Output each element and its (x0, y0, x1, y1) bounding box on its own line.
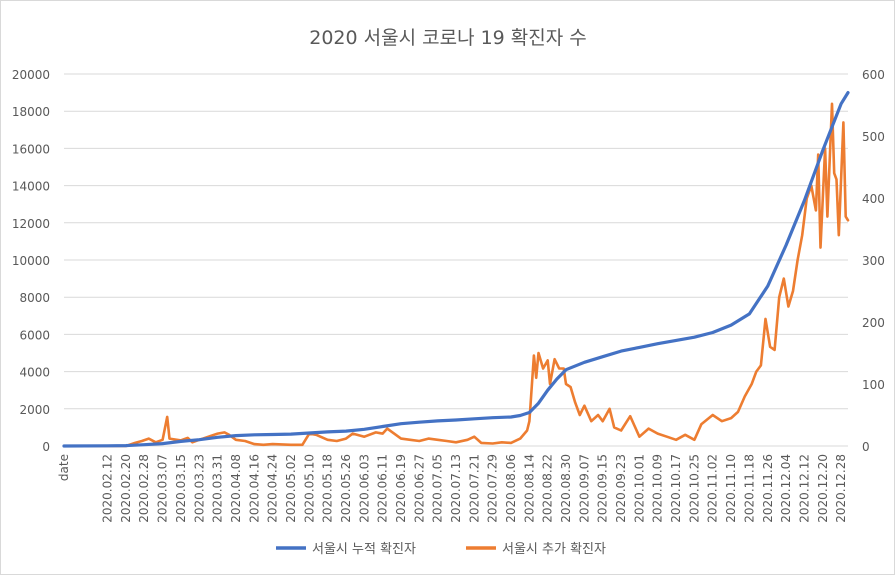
x-tick-label: 2020.10.09 (651, 454, 665, 523)
legend-label: 서울시 추가 확진자 (502, 542, 606, 557)
left-tick-label: 10000 (12, 254, 50, 268)
series-layer (62, 90, 850, 448)
x-tick-label: 2020.09.23 (614, 454, 628, 523)
x-tick-label: 2020.07.05 (431, 454, 445, 523)
x-tick-label: 2020.09.07 (577, 454, 591, 523)
x-tick-label: 2020.07.13 (449, 454, 463, 523)
x-axis: date 2020.02.12 2020.02.20 2020.02.28 2020.0… (57, 454, 848, 523)
x-tick-label: 2020.03.15 (174, 454, 188, 523)
x-tick-label: 2020.03.31 (211, 454, 225, 523)
x-tick-label: date (57, 454, 71, 481)
left-tick-label: 4000 (19, 366, 50, 380)
daily-series-line (62, 102, 850, 448)
x-tick-label: 2020.05.26 (339, 454, 353, 523)
x-tick-label: 2020.10.25 (687, 454, 701, 523)
x-tick-label: 2020.08.14 (522, 454, 536, 523)
x-tick-label: 2020.11.18 (742, 454, 756, 523)
chart-title: 2020 서울시 코로나 19 확진자 수 (309, 27, 587, 49)
x-tick-label: 2020.09.15 (596, 454, 610, 523)
x-tick-label: 2020.08.06 (504, 454, 518, 523)
x-tick-label: 2020.03.07 (156, 454, 170, 523)
left-tick-label: 18000 (12, 105, 50, 119)
x-tick-label: 2020.12.12 (797, 454, 811, 523)
x-tick-label: 2020.07.29 (486, 454, 500, 523)
x-tick-label: 2020.02.20 (119, 454, 133, 523)
x-tick-label: 2020.06.27 (412, 454, 426, 523)
x-tick-label: 2020.05.10 (302, 454, 316, 523)
right-tick-label: 600 (862, 68, 885, 82)
x-tick-label: 2020.05.18 (321, 454, 335, 523)
x-tick-label: 2020.08.30 (559, 454, 573, 523)
cumulative-series-line (62, 90, 850, 448)
x-tick-label: 2020.04.08 (229, 454, 243, 523)
right-axis: 0 100 200 300 400 500 600 (862, 68, 885, 454)
x-tick-label: 2020.06.11 (376, 454, 390, 523)
left-tick-label: 2000 (19, 403, 50, 417)
left-tick-label: 14000 (12, 180, 50, 194)
legend: 서울시 누적 확진자 서울시 추가 확진자 (276, 542, 606, 557)
x-tick-label: 2020.06.03 (357, 454, 371, 523)
right-tick-label: 300 (862, 254, 885, 268)
x-tick-label: 2020.11.02 (706, 454, 720, 523)
left-tick-label: 12000 (12, 217, 50, 231)
right-tick-label: 0 (862, 440, 870, 454)
left-tick-label: 6000 (19, 328, 50, 342)
left-tick-label: 0 (42, 440, 50, 454)
x-tick-label: 2020.11.26 (761, 454, 775, 523)
x-tick-label: 2020.04.16 (247, 454, 261, 523)
x-tick-label: 2020.04.24 (266, 454, 280, 523)
legend-label: 서울시 누적 확진자 (312, 542, 416, 557)
x-tick-label: 2020.03.23 (192, 454, 206, 523)
left-tick-label: 16000 (12, 142, 50, 156)
x-tick-label: 2020.11.10 (724, 454, 738, 523)
right-tick-label: 100 (862, 378, 885, 392)
x-tick-label: 2020.08.22 (541, 454, 555, 523)
right-tick-label: 500 (862, 130, 885, 144)
right-tick-label: 200 (862, 316, 885, 330)
x-tick-label: 2020.12.04 (779, 454, 793, 523)
x-tick-label: 2020.05.02 (284, 454, 298, 523)
x-tick-label: 2020.12.28 (834, 454, 848, 523)
left-axis: 0 2000 4000 6000 8000 10000 12000 14000 16000 180… (12, 68, 50, 454)
left-tick-label: 20000 (12, 68, 50, 82)
x-tick-label: 2020.10.17 (669, 454, 683, 523)
gridlines (64, 73, 848, 447)
x-tick-label: 2020.07.21 (467, 454, 481, 523)
x-tick-label: 2020.02.28 (137, 454, 151, 523)
left-tick-label: 8000 (19, 291, 50, 305)
x-tick-label: 2020.02.12 (101, 454, 115, 523)
x-tick-label: 2020.12.20 (816, 454, 830, 523)
x-tick-label: 2020.06.19 (394, 454, 408, 523)
right-tick-label: 400 (862, 192, 885, 206)
x-tick-label: 2020.10.01 (632, 454, 646, 523)
